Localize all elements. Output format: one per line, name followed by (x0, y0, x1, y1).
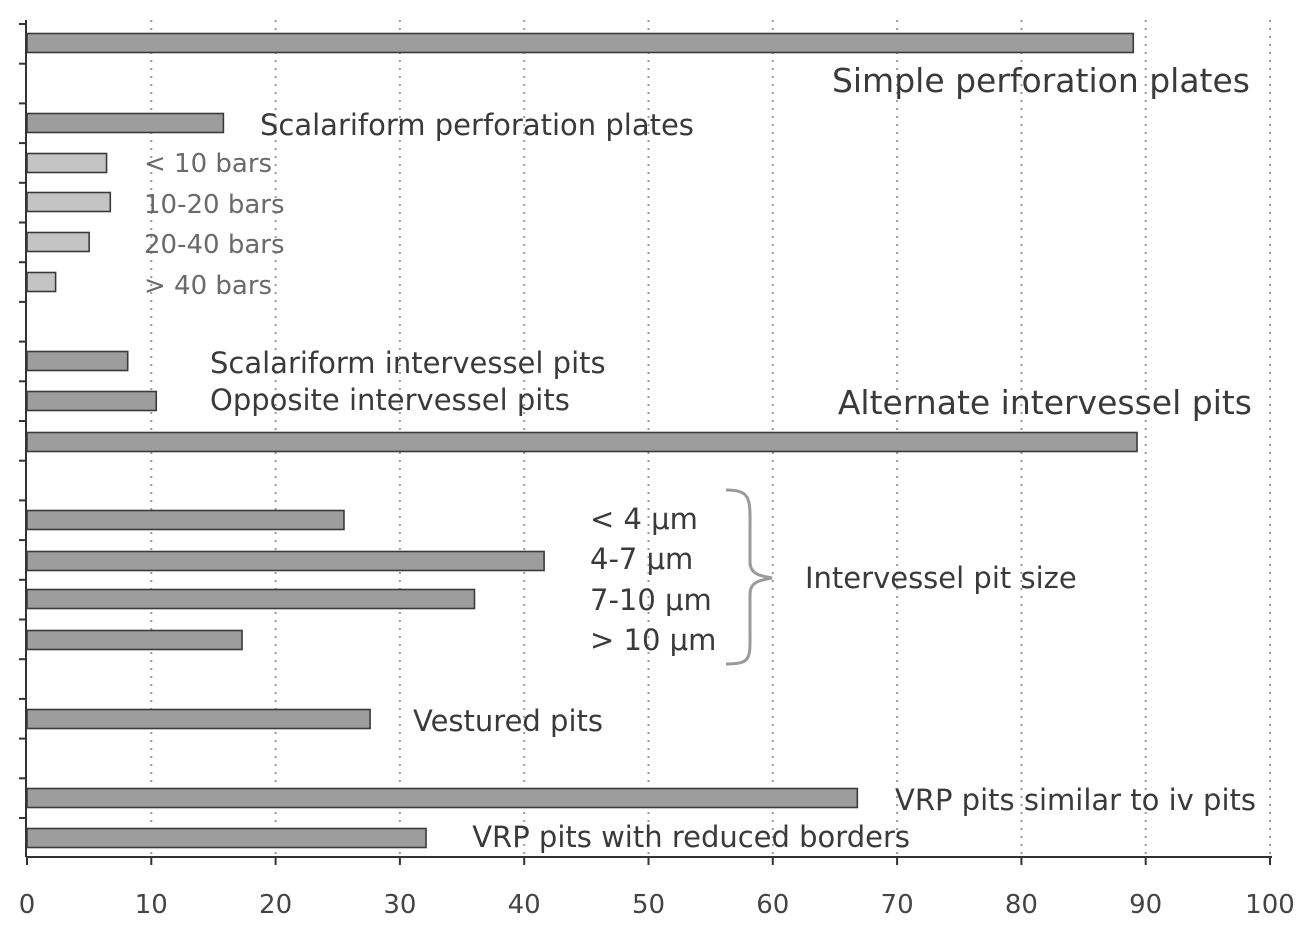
bar-label-10: 4-7 μm (590, 542, 693, 576)
x-tick-label-10: 10 (135, 890, 168, 920)
x-tick-label-30: 30 (383, 890, 416, 920)
bar-label-15: VRP pits with reduced borders (472, 820, 910, 854)
x-tick-label-0: 0 (19, 890, 36, 920)
bar-15 (26, 827, 427, 849)
bar-8 (26, 431, 1138, 453)
bar-1 (26, 112, 225, 134)
bar-label-2: < 10 bars (144, 149, 272, 179)
x-tick-label-80: 80 (1005, 890, 1038, 920)
bar-label-4: 20-40 bars (144, 230, 285, 260)
bar-label-13: Vestured pits (413, 704, 603, 738)
bar-3 (26, 191, 112, 213)
bar-label-9: < 4 μm (590, 502, 698, 536)
bar-12 (26, 629, 243, 651)
bar-label-14: VRP pits similar to iv pits (895, 783, 1256, 817)
bar-label-1: Scalariform perforation plates (260, 108, 694, 142)
bar-label-12: > 10 μm (590, 623, 716, 657)
x-tick-label-100: 100 (1245, 890, 1295, 920)
bar-14 (26, 787, 859, 809)
bar-label-3: 10-20 bars (144, 190, 285, 220)
bar-4 (26, 231, 90, 253)
x-tick-label-70: 70 (881, 890, 914, 920)
x-tick-label-60: 60 (756, 890, 789, 920)
bar-label-8: Alternate intervessel pits (838, 383, 1252, 422)
x-tick-label-20: 20 (259, 890, 292, 920)
bar-label-0: Simple perforation plates (832, 61, 1250, 100)
bar-5 (26, 271, 57, 293)
annotation-label: Intervessel pit size (805, 561, 1077, 595)
bar-9 (26, 509, 345, 531)
bar-6 (26, 350, 129, 372)
bar-label-11: 7-10 μm (590, 583, 712, 617)
bar-11 (26, 588, 476, 610)
bar-13 (26, 708, 371, 730)
bar-10 (26, 550, 545, 572)
x-tick-label-90: 90 (1129, 890, 1162, 920)
x-tick-label-40: 40 (508, 890, 541, 920)
x-tick-label-50: 50 (632, 890, 665, 920)
bar-2 (26, 152, 108, 174)
bar-label-7: Opposite intervessel pits (210, 383, 570, 417)
annotations: Intervessel pit size (725, 488, 1077, 666)
bar-label-5: > 40 bars (144, 271, 272, 301)
brace (725, 488, 773, 666)
bar-0 (26, 32, 1135, 54)
bar-labels: Simple perforation plates Scalariform per… (144, 61, 1256, 854)
bar-7 (26, 390, 158, 412)
bar-label-6: Scalariform intervessel pits (210, 346, 606, 380)
axes: 0 10 20 30 40 50 60 70 80 90 100 (19, 20, 1295, 920)
